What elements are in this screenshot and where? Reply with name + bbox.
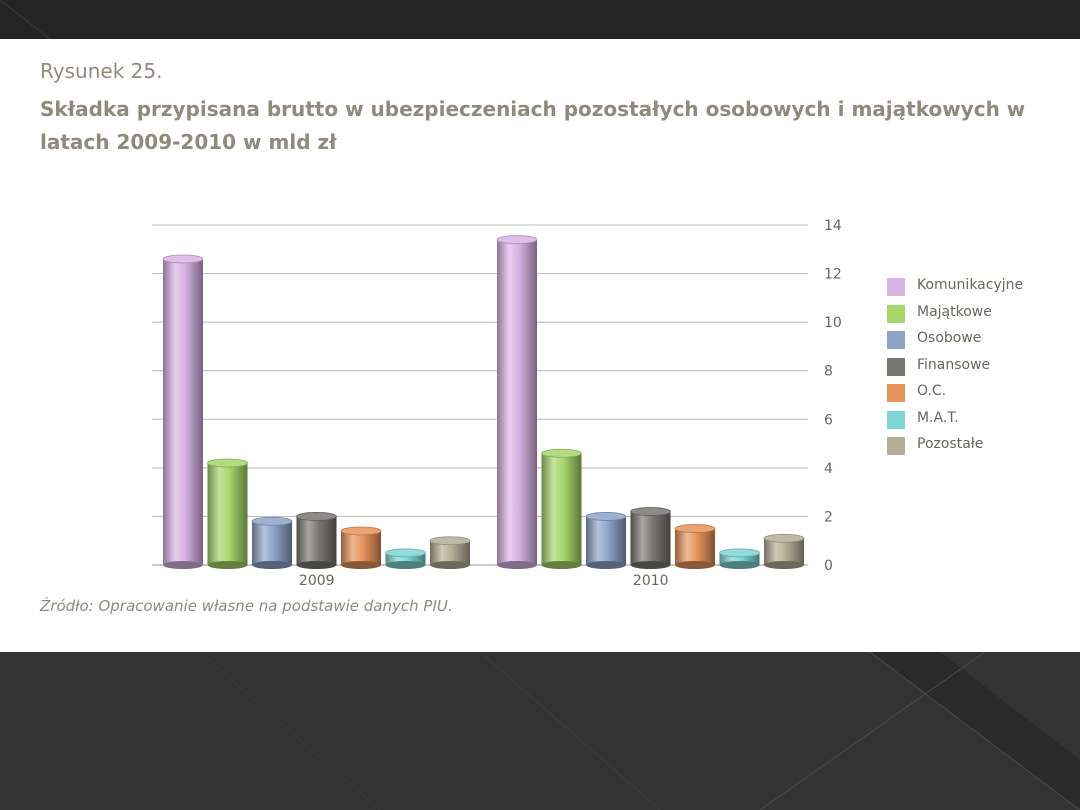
y-tick-label: 6 bbox=[824, 412, 833, 428]
legend-label: O.C. bbox=[917, 383, 947, 399]
bar-base bbox=[541, 561, 582, 569]
bar-o.c.-2010 bbox=[675, 528, 715, 565]
bar-base bbox=[630, 561, 671, 569]
legend-item: Majątkowe bbox=[887, 304, 1023, 331]
bar-cap bbox=[674, 524, 716, 533]
bar-cap bbox=[162, 254, 204, 264]
y-tick-label: 2 bbox=[824, 509, 833, 525]
slide-content: Rysunek 25. Składka przypisana brutto w … bbox=[0, 39, 1080, 652]
legend-label: Pozostałe bbox=[917, 436, 984, 452]
legend-swatch bbox=[887, 331, 905, 349]
legend-swatch bbox=[887, 437, 905, 455]
y-tick-label: 12 bbox=[824, 267, 842, 283]
legend-swatch bbox=[887, 304, 905, 323]
legend-label: Finansowe bbox=[917, 356, 991, 373]
y-tick-label: 10 bbox=[824, 315, 842, 331]
bar-cap bbox=[296, 512, 337, 521]
bar-base bbox=[430, 561, 470, 569]
bar-cap bbox=[719, 548, 760, 558]
bar-base bbox=[675, 561, 715, 569]
bar-finansowe-2010 bbox=[630, 511, 671, 565]
bar-cap bbox=[496, 235, 538, 244]
bar-osobowe-2009 bbox=[252, 521, 292, 565]
legend-label: Komunikacyjne bbox=[917, 277, 1024, 293]
source-note: Źródło: Opracowanie własne na podstawie … bbox=[40, 597, 453, 615]
y-tick-label: 8 bbox=[824, 364, 833, 380]
bar-cap bbox=[630, 507, 671, 516]
bar-finansowe-2009 bbox=[296, 516, 337, 565]
chart-title: Składka przypisana brutto w ubezpieczeni… bbox=[40, 97, 1026, 154]
bar-cap bbox=[385, 548, 426, 558]
bar-base bbox=[385, 561, 426, 569]
legend-label: Majątkowe bbox=[917, 303, 992, 320]
y-tick-label: 0 bbox=[824, 558, 833, 574]
bar-base bbox=[207, 561, 248, 569]
legend-swatch bbox=[887, 278, 905, 296]
bar-osobowe-2010 bbox=[586, 516, 626, 565]
bar-majątkowe-2010 bbox=[541, 453, 582, 565]
bar-base bbox=[252, 561, 292, 569]
legend-swatch bbox=[887, 410, 905, 429]
bar-cap bbox=[585, 512, 627, 521]
legend-label: M.A.T. bbox=[917, 409, 959, 426]
legend-item: O.C. bbox=[887, 383, 1023, 410]
bar-base bbox=[764, 561, 804, 569]
bar-majątkowe-2009 bbox=[207, 463, 248, 565]
legend-item: Komunikacyjne bbox=[887, 277, 1023, 304]
legend-item: M.A.T. bbox=[887, 410, 1023, 437]
legend-item: Osobowe bbox=[887, 330, 1023, 357]
bar-komunikacyjne-2010 bbox=[497, 239, 537, 566]
bar-o.c.-2009 bbox=[341, 531, 381, 565]
legend-swatch bbox=[887, 357, 905, 376]
figure-caption: Rysunek 25. bbox=[40, 59, 163, 83]
bar-base bbox=[497, 561, 537, 569]
bar-base bbox=[719, 561, 760, 569]
y-tick-label: 14 bbox=[824, 218, 842, 234]
bar-komunikacyjne-2009 bbox=[163, 259, 203, 565]
bar-cap bbox=[429, 536, 471, 546]
bar-pozostałe-2010 bbox=[764, 538, 804, 565]
bar-cap bbox=[541, 448, 582, 458]
bar-cap bbox=[251, 516, 293, 526]
bar-base bbox=[163, 561, 203, 569]
bar-cap bbox=[340, 526, 382, 536]
legend-label: Osobowe bbox=[917, 330, 982, 346]
bar-base bbox=[586, 561, 626, 569]
bar-base bbox=[296, 561, 337, 569]
legend-item: Finansowe bbox=[887, 357, 1023, 384]
bar-chart: 0 2 4 6 8 10 12 14 2009 2010 bbox=[152, 218, 842, 589]
x-category-label: 2010 bbox=[633, 573, 669, 589]
x-category-label: 2009 bbox=[299, 573, 335, 589]
legend-item: Pozostałe bbox=[887, 436, 1023, 463]
chart-legend: Komunikacyjne Majątkowe Osobowe Finansowe O.… bbox=[887, 277, 1023, 463]
bar-base bbox=[341, 561, 381, 569]
bar-cap bbox=[763, 533, 805, 543]
y-tick-label: 4 bbox=[824, 461, 833, 477]
legend-swatch bbox=[887, 384, 905, 402]
bar-cap bbox=[207, 458, 248, 468]
